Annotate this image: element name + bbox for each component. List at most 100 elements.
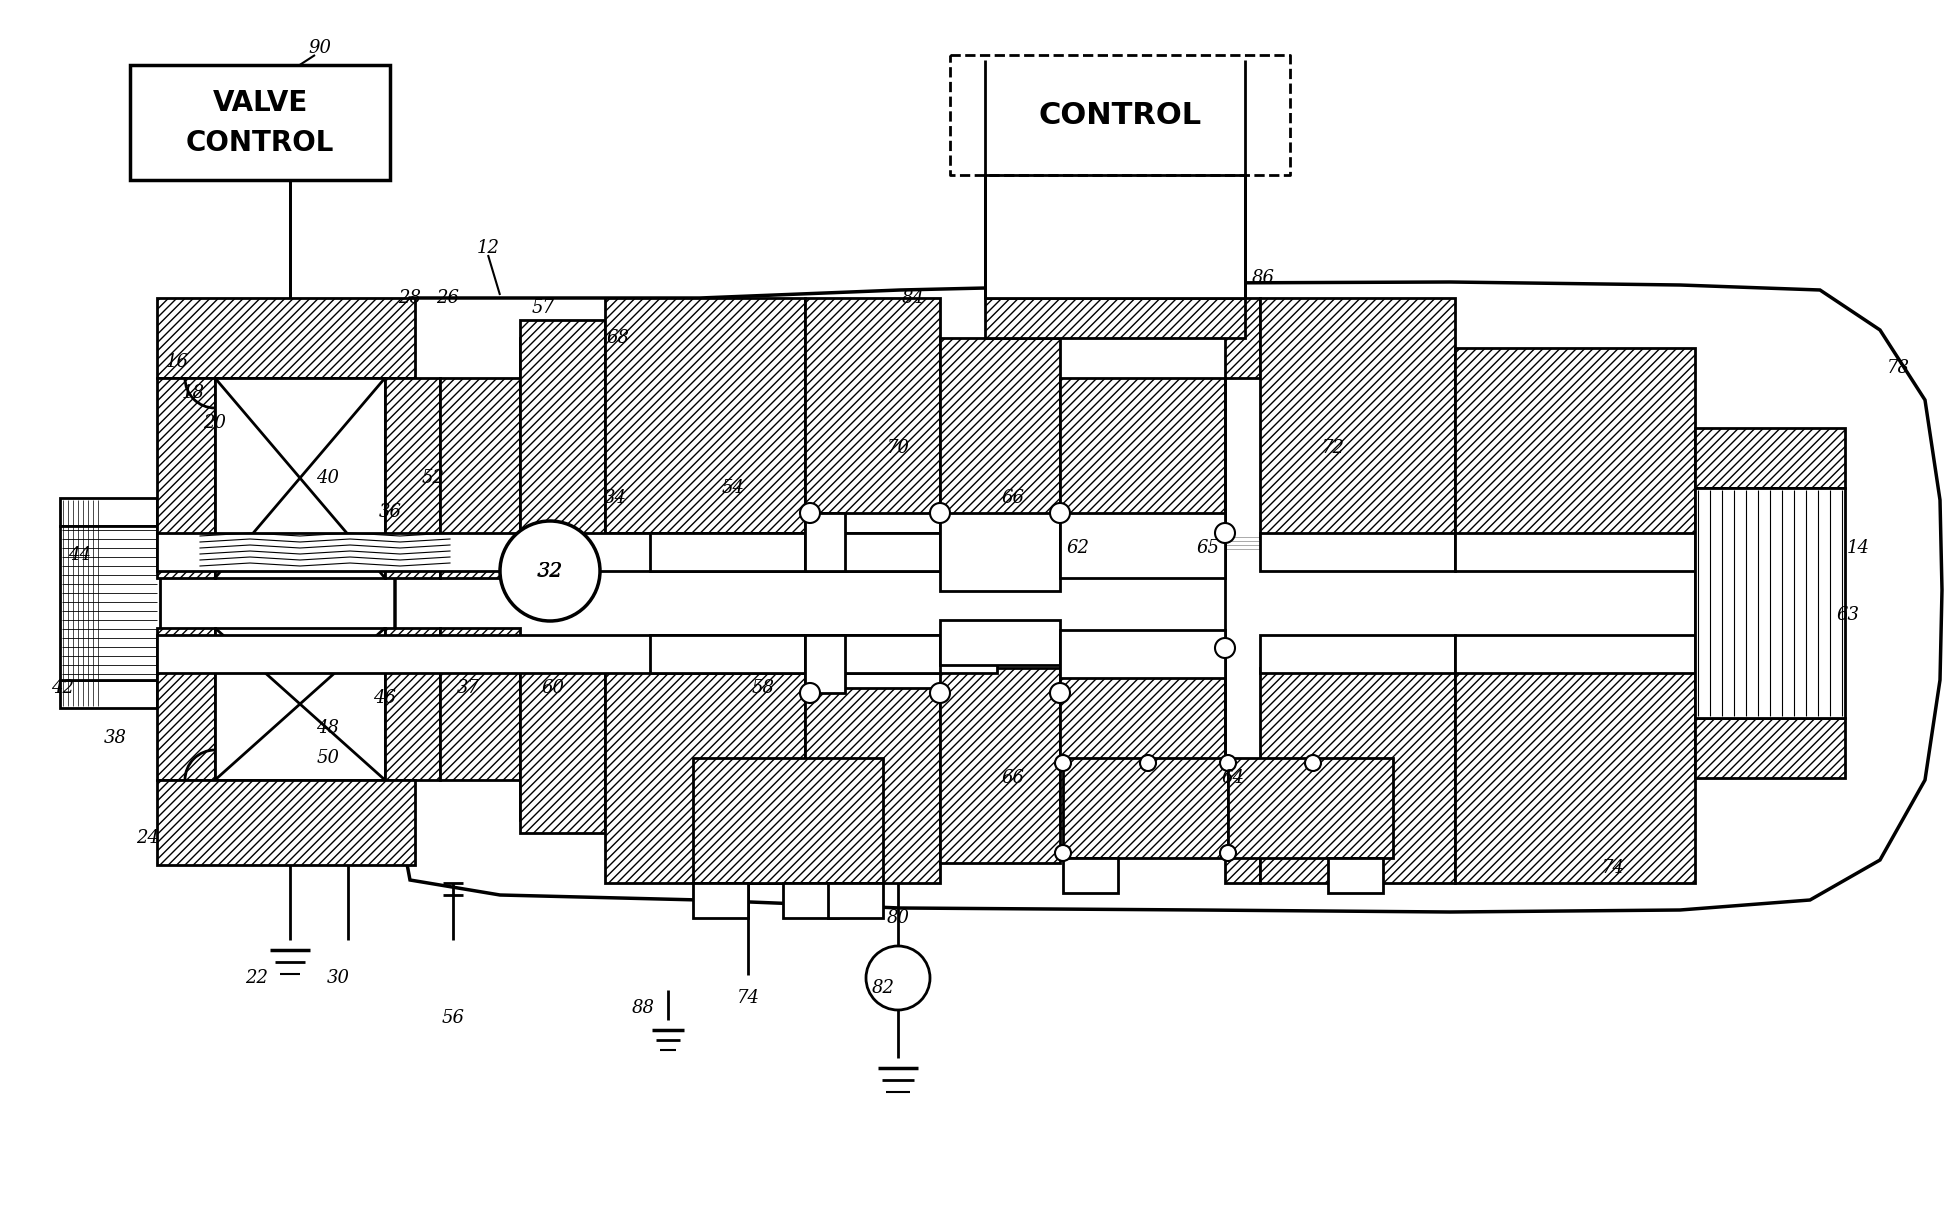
Bar — [519, 668, 605, 833]
Bar — [1694, 488, 1845, 718]
Circle shape — [1054, 755, 1072, 771]
Bar — [1064, 758, 1228, 857]
Circle shape — [1306, 755, 1322, 771]
Circle shape — [929, 503, 951, 524]
Text: 18: 18 — [182, 384, 205, 402]
Bar — [1694, 428, 1845, 488]
Text: 32: 32 — [537, 562, 562, 580]
Bar — [605, 298, 804, 533]
Bar — [1226, 298, 1259, 378]
Circle shape — [800, 503, 820, 524]
Text: 42: 42 — [51, 679, 74, 697]
Bar — [385, 628, 439, 780]
Bar — [650, 533, 804, 570]
Text: 52: 52 — [422, 469, 445, 487]
Text: 68: 68 — [607, 329, 629, 347]
Bar — [156, 628, 215, 780]
Circle shape — [1050, 683, 1070, 703]
Text: 74: 74 — [736, 989, 759, 1007]
Circle shape — [1054, 845, 1072, 861]
Text: 54: 54 — [722, 479, 744, 496]
Bar — [1228, 758, 1394, 857]
Text: VALVE: VALVE — [213, 89, 308, 117]
Bar — [828, 883, 882, 918]
Bar — [941, 620, 1060, 665]
Bar — [519, 668, 611, 821]
Bar — [1060, 630, 1226, 678]
Bar — [693, 883, 748, 918]
Bar — [439, 628, 519, 780]
Bar — [986, 175, 1245, 298]
Bar — [215, 378, 385, 578]
Text: 74: 74 — [1601, 859, 1624, 877]
Bar — [1060, 378, 1226, 556]
Bar — [1259, 634, 1454, 673]
Text: 14: 14 — [1847, 540, 1870, 557]
Circle shape — [867, 946, 929, 1010]
Bar — [1259, 533, 1454, 570]
Bar — [804, 634, 845, 692]
Bar — [693, 758, 882, 883]
Text: 60: 60 — [541, 679, 564, 697]
Bar — [941, 338, 1060, 533]
Circle shape — [1140, 755, 1156, 771]
Bar — [1327, 857, 1384, 893]
Bar — [1060, 533, 1220, 570]
Text: 70: 70 — [886, 439, 910, 457]
Text: 90: 90 — [308, 39, 332, 57]
Bar — [61, 498, 160, 526]
Circle shape — [929, 683, 951, 703]
Bar — [519, 320, 605, 538]
Circle shape — [500, 521, 599, 621]
Text: 66: 66 — [1001, 769, 1025, 787]
Text: 16: 16 — [166, 354, 189, 371]
Bar — [1064, 857, 1118, 893]
Text: 57: 57 — [531, 299, 554, 317]
Bar — [1259, 298, 1454, 538]
Bar — [385, 378, 439, 578]
Text: 58: 58 — [752, 679, 775, 697]
Text: 46: 46 — [373, 689, 396, 707]
Text: 50: 50 — [316, 749, 340, 768]
Bar — [804, 687, 941, 883]
Bar — [804, 298, 941, 513]
Text: 32: 32 — [537, 562, 564, 580]
Bar — [156, 780, 416, 865]
Text: 80: 80 — [886, 909, 910, 926]
Text: 40: 40 — [316, 469, 340, 487]
Text: 78: 78 — [1886, 359, 1909, 377]
Bar — [1454, 347, 1694, 538]
Text: 82: 82 — [871, 979, 894, 997]
Bar — [1454, 533, 1694, 570]
Text: 88: 88 — [632, 999, 654, 1016]
Text: 20: 20 — [203, 414, 226, 432]
Text: 26: 26 — [437, 290, 459, 307]
Text: 84: 84 — [902, 290, 925, 307]
Bar — [1060, 513, 1226, 578]
Circle shape — [800, 683, 820, 703]
Bar — [61, 680, 160, 708]
Bar — [156, 533, 997, 570]
Bar — [1060, 650, 1226, 828]
Bar — [941, 513, 1060, 591]
Bar — [156, 378, 215, 578]
Text: 30: 30 — [326, 970, 349, 987]
Bar — [650, 634, 804, 673]
Bar — [1454, 634, 1694, 673]
Text: 38: 38 — [103, 729, 127, 747]
Bar — [605, 668, 804, 883]
Circle shape — [1220, 845, 1236, 861]
Circle shape — [1214, 524, 1236, 543]
Bar — [156, 673, 396, 708]
Bar — [519, 338, 611, 538]
Bar — [941, 668, 1060, 862]
Text: 34: 34 — [603, 489, 627, 508]
Bar — [1694, 718, 1845, 777]
Bar — [156, 298, 416, 378]
Text: 28: 28 — [398, 290, 422, 307]
Text: 62: 62 — [1066, 540, 1089, 557]
Circle shape — [1220, 755, 1236, 771]
Text: 12: 12 — [476, 239, 500, 257]
Bar — [1259, 668, 1454, 883]
Text: 22: 22 — [246, 970, 269, 987]
